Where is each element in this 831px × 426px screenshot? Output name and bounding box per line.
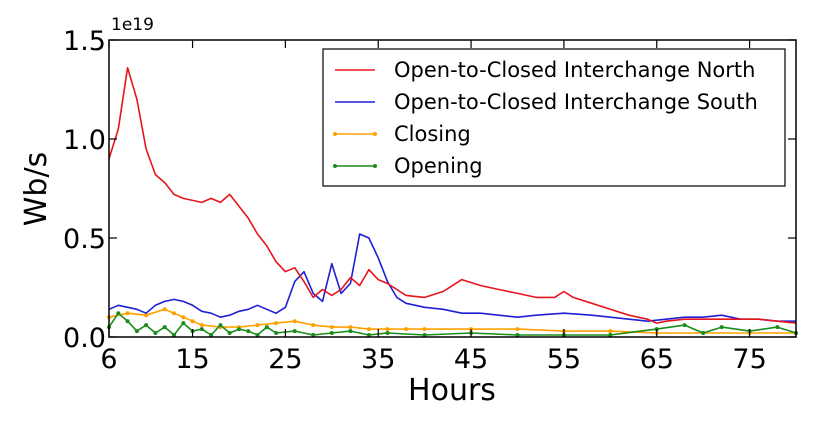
y-tick-label: 0.5 [63,224,106,255]
series-point-opening [134,329,139,334]
series-point-opening [292,329,297,334]
legend-marker-opening [373,164,377,168]
series-point-opening [153,331,158,335]
series-point-opening [116,311,121,316]
series-point-closing [292,319,297,324]
series-point-closing [348,325,353,330]
series-point-opening [311,333,316,337]
series-point-opening [246,329,251,334]
series-point-opening [348,329,353,334]
series-point-closing [311,323,316,328]
series-point-closing [199,323,204,328]
series-point-opening [199,327,204,332]
x-tick-label: 55 [547,344,581,375]
series-line-closing [108,308,796,334]
series-point-closing [329,325,334,330]
series-point-opening [385,331,390,335]
legend-label-open-to-closed-interchange-north: Open-to-Closed Interchange North [394,58,755,82]
series-line-open-to-closed-interchange-south [108,233,796,323]
x-tick-label: 65 [640,344,674,375]
x-tick-label: 35 [361,344,395,375]
series-point-closing [608,329,613,334]
series-point-closing [190,319,195,324]
series-point-closing [366,327,371,332]
series-point-opening [366,333,371,337]
legend-label-closing: Closing [394,122,471,146]
x-tick-label: 6 [100,344,117,375]
series-point-closing [255,323,260,328]
ticks-layer: 6 15 25 35 45 55 65 75 0.0 0.5 1.0 1.5 [63,26,796,375]
series-point-opening [237,327,241,332]
series-point-opening [172,333,176,337]
series-layer [107,66,798,337]
x-tick-label: 15 [175,344,209,375]
series-point-opening [701,331,706,335]
series-point-closing [422,327,427,332]
legend-label-opening: Opening [394,154,483,178]
legend: Open-to-Closed Interchange North Open-to-… [322,48,786,187]
series-point-opening [274,331,279,335]
series-point-opening [144,323,149,328]
series-point-opening [255,333,260,337]
series-point-closing [515,327,520,332]
series-point-closing [162,307,167,312]
series-point-opening [682,323,687,328]
series-point-closing [385,327,390,332]
series-point-opening [719,325,724,330]
series-point-closing [125,311,130,316]
series-point-closing [144,313,149,318]
y-tick-label: 0.0 [63,323,106,354]
legend-box [322,48,786,187]
y-offset-label: 1e19 [111,15,154,35]
y-tick-label: 1.0 [63,125,106,156]
x-tick-label: 45 [454,344,488,375]
legend-marker-closing [373,132,377,136]
series-point-opening [125,319,130,324]
series-point-opening [209,333,214,337]
x-tick-label: 25 [268,344,302,375]
series-point-opening [422,333,427,337]
series-point-opening [515,333,520,337]
series-point-opening [264,325,269,330]
series-point-opening [608,333,613,337]
series-point-opening [181,321,186,326]
series-point-opening [227,331,232,335]
legend-marker-closing [333,132,337,136]
y-axis-label: Wb/s [19,152,54,226]
series-point-opening [218,323,223,328]
x-tick-label: 75 [732,344,766,375]
plot-frame [108,39,797,338]
series-point-closing [274,321,279,326]
series-point-opening [162,325,167,330]
y-tick-label: 1.5 [63,26,106,57]
legend-marker-opening [333,164,337,168]
series-point-opening [775,325,780,330]
series-line-open-to-closed-interchange-north [108,66,797,324]
series-point-closing [181,315,186,320]
legend-label-open-to-closed-interchange-south: Open-to-Closed Interchange South [394,90,758,114]
series-point-closing [172,311,176,316]
series-point-closing [404,327,409,332]
series-point-opening [329,331,334,335]
x-axis-label: Hours [408,373,496,408]
